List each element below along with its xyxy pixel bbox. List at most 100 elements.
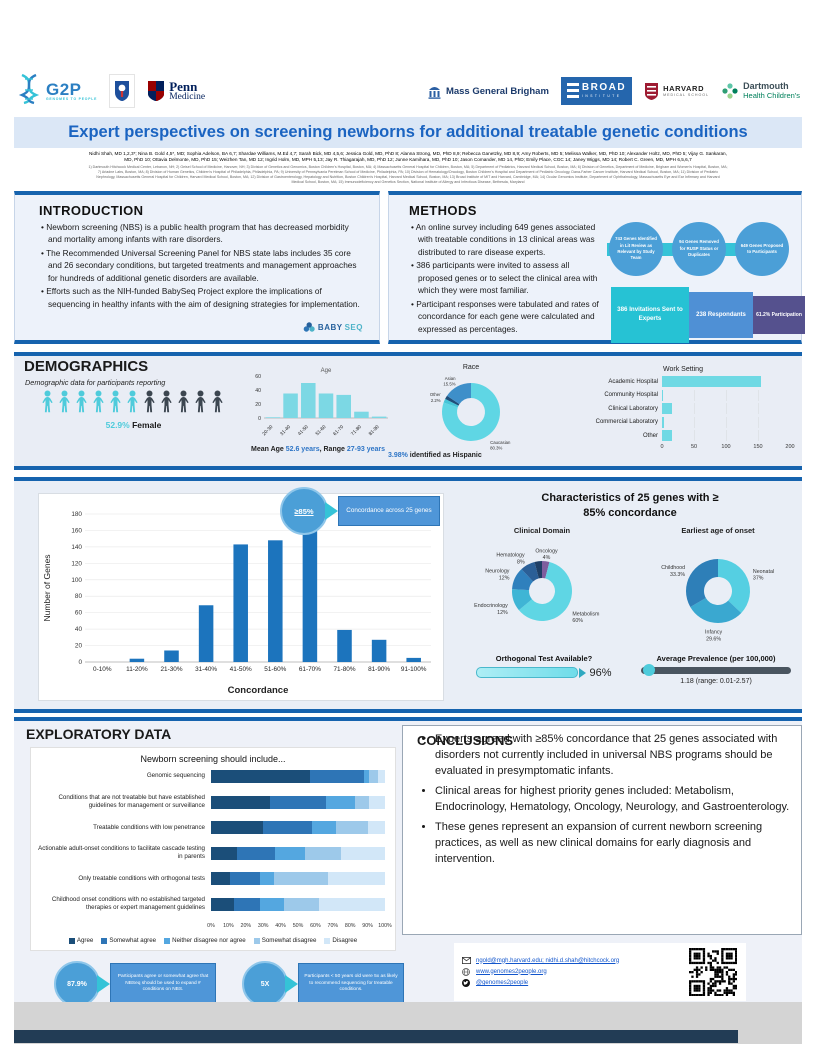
person-icon <box>195 390 206 413</box>
likert-row: Conditions that are not treatable but ha… <box>37 794 389 810</box>
website-link[interactable]: www.genomes2people.org <box>476 968 547 975</box>
svg-text:41-50%: 41-50% <box>230 666 252 673</box>
pill-arrow-icon <box>579 667 587 678</box>
footer-bottom-bar <box>14 1030 738 1043</box>
person-icon <box>178 390 189 413</box>
work-setting-chart: Work Setting Academic Hospital Community H… <box>570 366 796 453</box>
methods-bullets-item: An online survey including 649 genes ass… <box>411 221 599 258</box>
callout-arrow-icon <box>285 975 298 993</box>
person-icon <box>59 390 70 413</box>
demographics-heading: DEMOGRAPHICS <box>24 358 149 375</box>
affiliation-list: 1) Dartmouth Hitchcock Medical Center, L… <box>40 165 776 185</box>
authors-line-2: MD, PhD 10; Ottavia Delmonte, MD, PhD 15… <box>124 157 692 163</box>
svg-text:81-90: 81-90 <box>368 424 381 437</box>
work-setting-row: Clinical Laboratory <box>570 403 796 414</box>
email-row: ngold@mgh.harvard.edu; nidhi.d.shah@hitc… <box>462 957 682 964</box>
person-icon <box>93 390 104 413</box>
harvard-wordmark: HARVARD MEDICAL SCHOOL <box>663 83 710 98</box>
person-icon <box>127 390 138 413</box>
agreement-callout: 87.9% Participants agree or somewhat agr… <box>54 961 216 1007</box>
svg-text:61-70: 61-70 <box>332 424 345 437</box>
dartmouth-wordmark: Dartmouth Health Children's <box>743 81 800 100</box>
respondents-box: 238 Respondants <box>689 292 753 338</box>
conclusions-bullets-item: These genes represent an expansion of cu… <box>435 820 791 868</box>
twitter-link[interactable]: @genomes2people <box>476 980 529 986</box>
concordance-callout-text: Concordance across 25 genes <box>338 496 440 526</box>
title-banner: Expert perspectives on screening newborn… <box>14 117 802 148</box>
agreement-text: Participants agree or somewhat agree tha… <box>110 963 216 1005</box>
envelope-icon <box>462 957 472 964</box>
age-likelihood-callout: 5X Participants < 50 years old were 5x a… <box>242 961 404 1007</box>
female-label: Female <box>129 420 162 430</box>
introduction-bullets-item: Newborn screening (NBS) is a public heal… <box>41 221 363 246</box>
dome-icon <box>428 86 441 99</box>
broad-stripes-icon <box>566 83 579 98</box>
logo-group-right: Mass General Brigham BROAD INSTITUTE HAR… <box>427 77 800 105</box>
introduction-bullets: Newborn screening (NBS) is a public heal… <box>29 221 367 310</box>
concordance-callout: ≥85% Concordance across 25 genes <box>280 487 440 535</box>
work-setting-row: Other <box>570 430 796 441</box>
svg-text:91-100%: 91-100% <box>401 666 427 673</box>
work-setting-row: Community Hospital <box>570 389 796 401</box>
callout-arrow-icon <box>325 502 338 520</box>
concordance-section: 0 20 40 60 80 100 120 140 160 180 0-10% 11-20% 21-30… <box>14 477 802 713</box>
prevalence-value: 1.18 (range: 0.01-2.57) <box>680 677 752 685</box>
qr-code <box>688 947 738 997</box>
demographics-subtitle: Demographic data for participants report… <box>25 378 166 387</box>
svg-text:41-50: 41-50 <box>297 424 310 437</box>
svg-text:80: 80 <box>75 593 83 600</box>
dna-helix-icon <box>16 73 42 110</box>
concordance-bar-chart: 0 20 40 60 80 100 120 140 160 180 0-10% 11-20% 21-30… <box>39 494 443 703</box>
race-donut-chart: Race Caucasian 80.3% Other 2.2% Asian 15.5% <box>386 360 556 457</box>
babyseq-wordmark-2: Seq <box>344 323 363 332</box>
harvard-medical-school-logo: HARVARD MEDICAL SCHOOL <box>644 82 709 100</box>
authors-line-1: Nidhi Shah, MD 1,2,3*; Nina B. Gold 4,5*… <box>89 151 727 156</box>
methods-flowchart: 743 Genes Identified in Lit Review as Re… <box>607 221 805 349</box>
agreement-stat: 87.9% <box>54 961 100 1007</box>
mass-general-brigham-logo: Mass General Brigham <box>427 84 549 99</box>
demographics-section: DEMOGRAPHICS Demographic data for partic… <box>14 352 802 470</box>
broad-wordmark: BROAD INSTITUTE <box>581 82 627 99</box>
conclusions-section: CONCLUSIONS Experts agreed with ≥85% con… <box>402 725 802 935</box>
svg-text:20-30: 20-30 <box>261 424 274 437</box>
svg-text:0: 0 <box>78 659 82 666</box>
svg-text:31-40%: 31-40% <box>195 666 217 673</box>
poster-title: Expert perspectives on screening newborn… <box>68 123 748 141</box>
svg-text:60: 60 <box>255 374 261 380</box>
svg-text:40: 40 <box>255 388 261 394</box>
flow-step-2: 94 Genes Removed for RUSP Status or Dupl… <box>672 222 726 276</box>
bch-shield-icon <box>115 81 130 101</box>
svg-text:51-60: 51-60 <box>314 424 327 437</box>
introduction-section: INTRODUCTION Newborn screening (NBS) is … <box>14 191 380 344</box>
person-icon <box>76 390 87 413</box>
age-of-onset-donut: Earliest age of onset Neonatal 37% Infancy 2… <box>634 523 802 650</box>
participation-box: 61.2% Participation <box>753 296 805 334</box>
twitter-icon <box>462 979 472 987</box>
svg-text:81-90%: 81-90% <box>368 666 390 673</box>
logo-header: G2P GENOMES TO PEOPLE Penn Medicine Mass… <box>16 66 800 116</box>
svg-text:51-60%: 51-60% <box>264 666 286 673</box>
methods-heading: METHODS <box>409 203 477 218</box>
mgb-wordmark: Mass General Brigham <box>445 85 549 97</box>
invitations-box: 386 Invitations Sent to Experts <box>611 287 689 343</box>
dartmouth-pinwheel-icon <box>722 83 738 99</box>
email-link[interactable]: ngold@mgh.harvard.edu; nidhi.d.shah@hitc… <box>476 957 620 964</box>
affiliation-list-item: Medical School, Boston, MA; 15) Immunode… <box>291 180 525 185</box>
svg-text:100: 100 <box>71 577 82 584</box>
introduction-heading: INTRODUCTION <box>39 203 144 218</box>
work-setting-row: Commercial Laboratory <box>570 416 796 428</box>
babyseq-icon <box>303 322 315 332</box>
likert-row: Treatable conditions with low penetrance <box>37 821 389 835</box>
person-icon <box>42 390 53 413</box>
age-caption: Mean Age 52.6 years, Range 27-93 years <box>250 446 385 453</box>
person-icon <box>144 390 155 413</box>
person-icon <box>161 390 172 413</box>
likert-chart-card: Newborn screening should include... Geno… <box>30 747 396 951</box>
